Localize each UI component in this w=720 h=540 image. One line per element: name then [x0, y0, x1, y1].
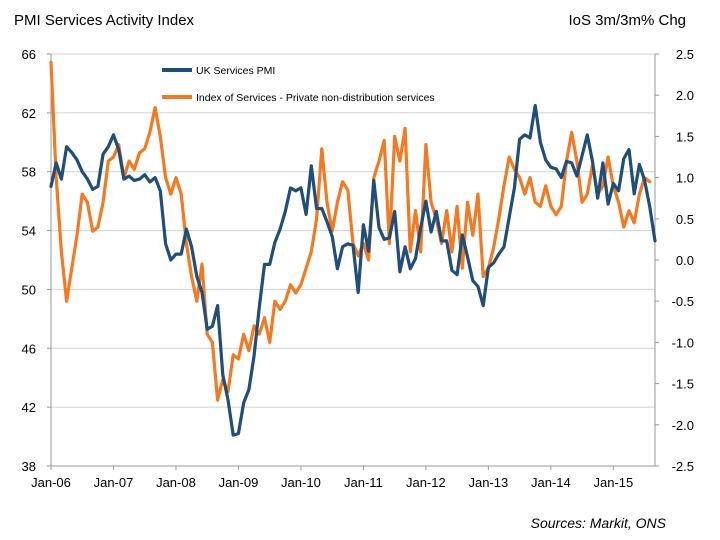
right-tick-label: 1.5: [676, 129, 694, 144]
x-tick-label: Jan-09: [219, 475, 259, 490]
x-tick-label: Jan-13: [469, 475, 509, 490]
right-tick-label: -1.5: [672, 377, 694, 392]
x-tick-label: Jan-10: [281, 475, 321, 490]
series-lines: [49, 60, 657, 437]
x-tick-label: Jan-12: [406, 475, 446, 490]
right-tick-label: -2.0: [672, 418, 694, 433]
x-tick-label: Jan-08: [156, 475, 196, 490]
legend: UK Services PMI Index of Services - Priv…: [162, 65, 435, 104]
series-line-index-of-services: [49, 60, 652, 402]
left-tick-label: 54: [22, 224, 36, 239]
right-tick-label: 1.0: [676, 171, 694, 186]
x-axis-labels: Jan-06 Jan-07 Jan-08 Jan-09 Jan-10 Jan-11 Jan-…: [31, 475, 633, 490]
right-tick-label: -0.5: [672, 294, 694, 309]
axes: [47, 53, 659, 470]
x-tick-label: Jan-15: [593, 475, 633, 490]
x-tick-label: Jan-14: [531, 475, 571, 490]
left-tick-label: 58: [22, 165, 36, 180]
left-y-axis-labels: 38 42 46 50 54 58 62 66: [22, 47, 36, 474]
gridlines: [51, 53, 655, 408]
legend-label-uk-services-pmi: UK Services PMI: [196, 65, 275, 77]
left-tick-label: 46: [22, 341, 36, 356]
x-tick-label: Jan-11: [344, 475, 383, 490]
series-line-uk-services-pmi: [49, 103, 657, 437]
right-tick-label: -1.0: [672, 335, 694, 350]
right-tick-label: 2.5: [676, 47, 694, 62]
x-tick-label: Jan-07: [94, 475, 134, 490]
source-note: Sources: Markit, ONS: [531, 515, 667, 531]
chart-title: PMI Services Activity Index: [14, 12, 195, 29]
legend-label-index-of-services: Index of Services - Private non-distribu…: [196, 92, 435, 104]
right-tick-label: 0.0: [676, 253, 694, 268]
left-tick-label: 50: [22, 282, 36, 297]
right-y-axis-labels: -2.5 -2.0 -1.5 -1.0 -0.5 0.0 0.5 1.0 1.5 2.0 2.5: [672, 47, 694, 474]
right-tick-label: 2.0: [676, 88, 694, 103]
right-tick-label: 0.5: [676, 212, 694, 227]
left-tick-label: 62: [22, 106, 36, 121]
x-tick-label: Jan-06: [31, 475, 71, 490]
left-tick-label: 42: [22, 400, 36, 415]
right-tick-label: -2.5: [672, 459, 694, 474]
left-tick-label: 38: [22, 459, 36, 474]
right-axis-title: IoS 3m/3m% Chg: [568, 12, 686, 29]
left-tick-label: 66: [22, 47, 36, 62]
